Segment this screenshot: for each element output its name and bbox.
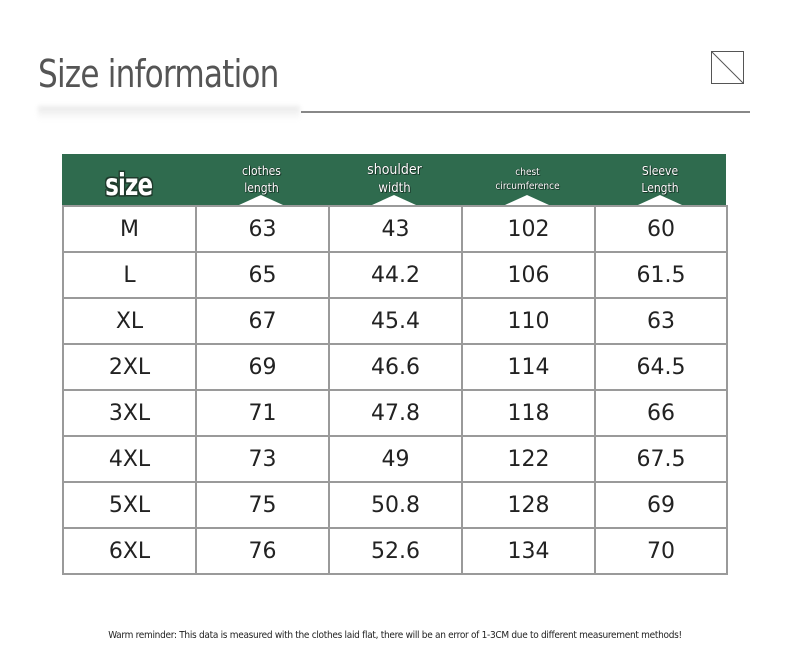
cell-clothes-length: 76 [195,527,330,575]
header-size-label: size [104,168,153,203]
cell-clothes-length: 71 [195,389,330,437]
cell-size: 3XL [62,389,197,437]
cell-chest-circumference: 114 [461,343,596,391]
cell-sleeve-length: 67.5 [594,435,728,483]
cell-shoulder-width: 47.8 [328,389,463,437]
cell-sleeve-length: 69 [594,481,728,529]
header-label-line2: width [378,181,411,197]
cell-size: XL [62,297,197,345]
header-sleeve-length: Sleeve Length [594,154,726,205]
cell-sleeve-length: 70 [594,527,728,575]
size-table-body: M 63 43 102 60 L 65 44.2 106 61.5 XL 67 45.4 110 63 2XL… [62,205,728,575]
table-row: L 65 44.2 106 61.5 [62,251,728,299]
cell-chest-circumference: 128 [461,481,596,529]
cell-shoulder-width: 45.4 [328,297,463,345]
cell-chest-circumference: 134 [461,527,596,575]
table-row: M 63 43 102 60 [62,205,728,253]
cell-shoulder-width: 44.2 [328,251,463,299]
title-shadow [38,106,300,120]
cell-sleeve-length: 63 [594,297,728,345]
header-notch [638,195,682,205]
cell-sleeve-length: 60 [594,205,728,253]
cell-chest-circumference: 102 [461,205,596,253]
header-notch [372,195,416,205]
cell-size: L [62,251,197,299]
cell-clothes-length: 69 [195,343,330,391]
cell-shoulder-width: 49 [328,435,463,483]
header-notch [505,195,549,205]
cell-size: 4XL [62,435,197,483]
cell-sleeve-length: 61.5 [594,251,728,299]
diagonal-square-icon [711,51,744,84]
cell-clothes-length: 73 [195,435,330,483]
cell-size: 2XL [62,343,197,391]
header-label-line2: length [244,180,279,195]
size-table: size clothes length shoulder width chest… [62,154,728,575]
header-label-line1: chest [515,167,540,178]
cell-shoulder-width: 50.8 [328,481,463,529]
header-label-line2: Length [641,180,679,195]
table-header: size clothes length shoulder width chest… [62,154,726,205]
header-notch [239,195,283,205]
cell-clothes-length: 63 [195,205,330,253]
warm-reminder-note: Warm reminder: This data is measured wit… [108,630,682,641]
cell-clothes-length: 65 [195,251,330,299]
cell-chest-circumference: 118 [461,389,596,437]
cell-clothes-length: 67 [195,297,330,345]
page-title: Size information [38,52,279,96]
header-clothes-length: clothes length [195,154,328,205]
cell-chest-circumference: 110 [461,297,596,345]
cell-size: 6XL [62,527,197,575]
cell-size: 5XL [62,481,197,529]
header-label-line1: Sleeve [641,164,679,179]
header-size: size [62,154,195,205]
header-chest-circumference: chest circumference [461,154,594,205]
cell-shoulder-width: 52.6 [328,527,463,575]
cell-shoulder-width: 46.6 [328,343,463,391]
header-shoulder-width: shoulder width [328,154,461,205]
header-label-line2: circumference [495,180,560,192]
cell-sleeve-length: 64.5 [594,343,728,391]
header-label-line1: clothes [242,164,281,179]
header-label-line1: shoulder [367,162,422,179]
cell-chest-circumference: 122 [461,435,596,483]
table-row: XL 67 45.4 110 63 [62,297,728,345]
cell-shoulder-width: 43 [328,205,463,253]
cell-size: M [62,205,197,253]
table-row: 4XL 73 49 122 67.5 [62,435,728,483]
table-row: 2XL 69 46.6 114 64.5 [62,343,728,391]
cell-clothes-length: 75 [195,481,330,529]
table-row: 5XL 75 50.8 128 69 [62,481,728,529]
cell-chest-circumference: 106 [461,251,596,299]
table-row: 6XL 76 52.6 134 70 [62,527,728,575]
table-row: 3XL 71 47.8 118 66 [62,389,728,437]
title-underline [301,111,750,113]
cell-sleeve-length: 66 [594,389,728,437]
